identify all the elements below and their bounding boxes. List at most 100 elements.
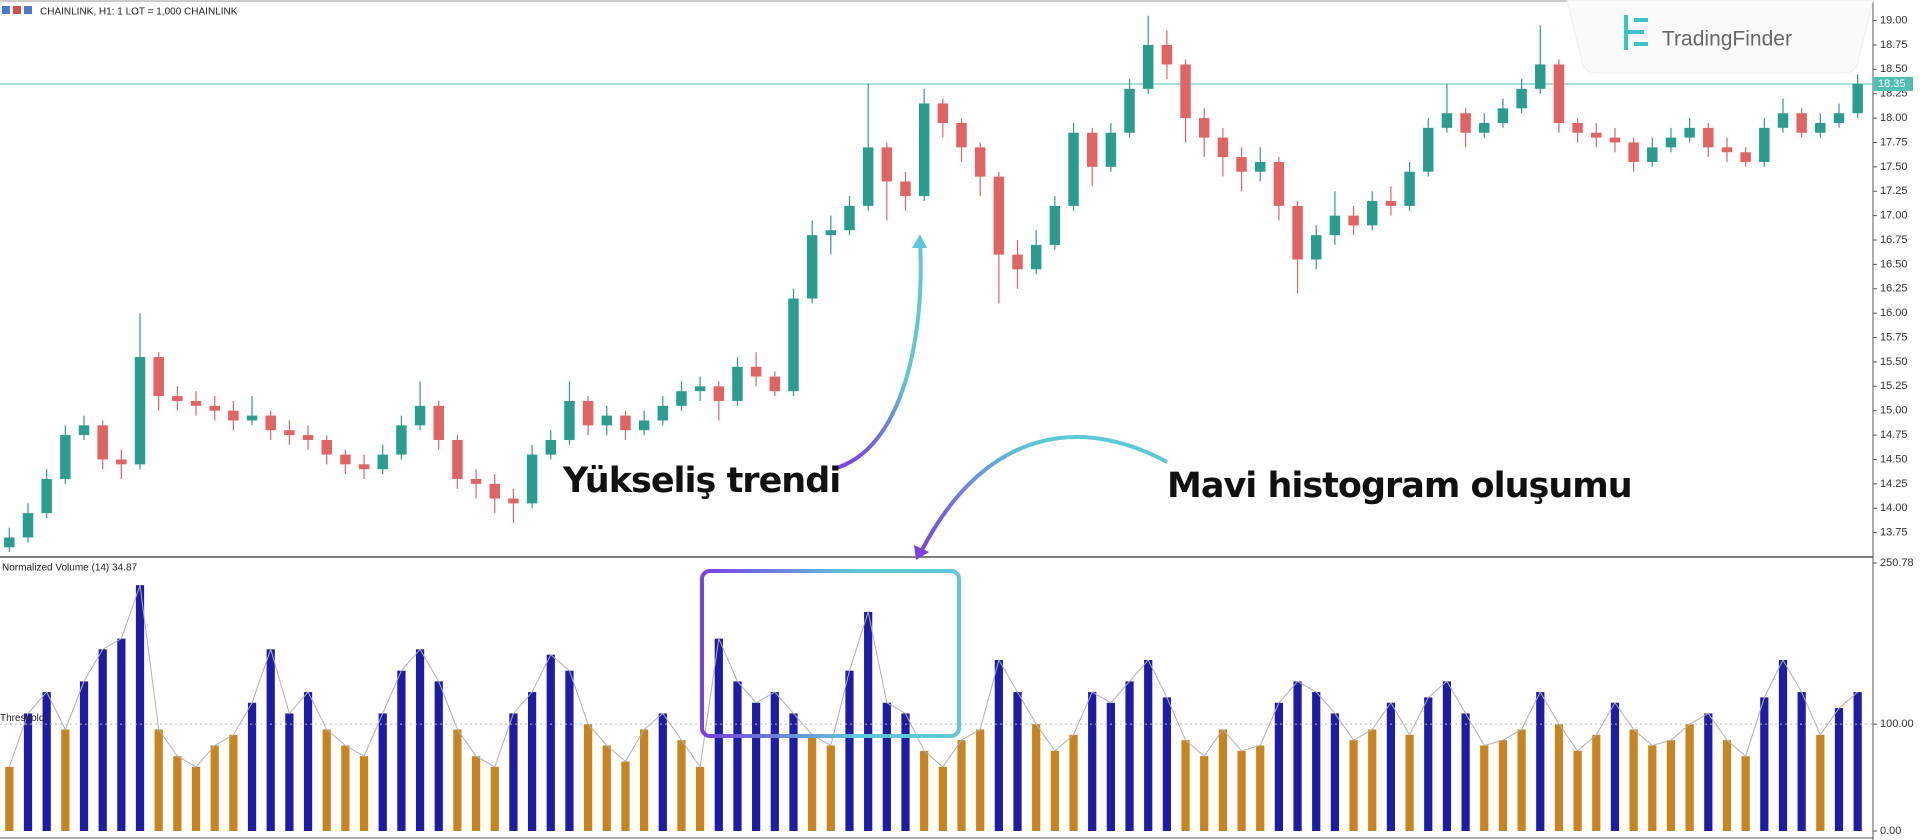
histogram-bar: [1834, 708, 1844, 831]
histogram-bar: [1050, 750, 1059, 831]
candle-body: [246, 415, 258, 421]
y-tick-label: 18.00: [1880, 112, 1908, 124]
histogram-bar: [341, 745, 350, 831]
histogram-bar: [901, 713, 910, 831]
histogram-bar: [434, 681, 443, 831]
histogram-bar: [322, 729, 331, 831]
candle-body: [993, 176, 1005, 255]
candle-body: [825, 230, 837, 236]
histogram-bar: [1088, 692, 1097, 831]
histogram-bar: [621, 761, 630, 831]
arrowhead: [912, 234, 927, 248]
chart-title: CHAINLINK, H1: 1 LOT = 1,000 CHAINLINK: [40, 7, 238, 18]
candle-body: [1236, 157, 1247, 172]
histogram-bar: [1069, 734, 1078, 831]
histogram-bar: [1013, 692, 1022, 831]
annotation: Yükseliş trendi: [562, 461, 840, 501]
histogram-bar: [1760, 697, 1769, 831]
histogram-bar: [509, 713, 518, 831]
candle-body: [844, 205, 855, 231]
histogram-bar: [752, 702, 761, 831]
histogram-bar: [1312, 692, 1321, 831]
candle-body: [265, 415, 276, 431]
candle-body: [1217, 137, 1229, 158]
y-tick-label: 15.00: [1880, 405, 1908, 417]
histogram-bar: [266, 649, 275, 831]
candle-body: [1684, 127, 1695, 138]
histogram-bar: [154, 729, 163, 831]
histogram-bar: [191, 766, 201, 831]
y-tick-label: 14.00: [1880, 502, 1908, 514]
histogram-bar: [882, 702, 891, 831]
y-tick-label: 18.75: [1880, 39, 1908, 51]
candle-body: [377, 454, 388, 470]
y-tick-label: 18.50: [1880, 63, 1908, 75]
candle-body: [1833, 113, 1845, 123]
arrow: [832, 241, 923, 471]
candle-body: [321, 439, 332, 455]
candle-body: [1647, 147, 1658, 162]
histogram-bar: [920, 750, 929, 831]
candle-body: [1311, 235, 1322, 260]
histogram-bar: [808, 734, 817, 831]
volume-line: [8, 585, 1858, 769]
histogram-bar: [1256, 745, 1265, 831]
histogram-bar: [1722, 740, 1732, 831]
histogram-bar: [938, 766, 947, 831]
candle-body: [1348, 215, 1359, 226]
histogram-bar: [415, 649, 425, 831]
histogram-bar: [845, 670, 854, 831]
histogram-bar: [733, 681, 742, 831]
y-tick-label: 17.00: [1880, 210, 1908, 222]
candle-body: [1068, 132, 1079, 206]
y-tick-label: 250.78: [1880, 557, 1914, 569]
histogram-bar: [5, 766, 14, 831]
histogram-bar: [1293, 681, 1302, 831]
histogram-bar: [1648, 745, 1657, 831]
candle-body: [1740, 152, 1751, 162]
candle-body: [582, 400, 594, 426]
candle-body: [358, 464, 370, 470]
candle-body: [97, 425, 108, 460]
y-tick-label: 14.50: [1880, 453, 1908, 465]
histogram-bar: [1032, 724, 1041, 831]
highlight-box: [700, 569, 961, 738]
histogram-bar: [789, 713, 798, 831]
candle-body: [1628, 142, 1639, 162]
histogram-bar: [1386, 702, 1396, 831]
candle-body: [1180, 64, 1191, 119]
candle-body: [1479, 122, 1490, 133]
candle-body: [956, 122, 967, 148]
histogram-bar: [1610, 702, 1620, 831]
y-tick-label: 100.00: [1880, 718, 1914, 730]
candle-body: [1292, 205, 1303, 260]
candle-body: [1049, 205, 1061, 245]
histogram-bar: [1349, 740, 1358, 831]
candle-body: [1796, 113, 1807, 133]
y-tick-label: 16.00: [1880, 307, 1908, 319]
histogram-bar: [135, 585, 145, 831]
candle-body: [433, 405, 444, 440]
histogram-bar: [770, 692, 779, 831]
histogram-bar: [957, 740, 966, 831]
histogram-bar: [1368, 729, 1377, 831]
candle-body: [1535, 64, 1546, 89]
candle-body: [526, 454, 538, 504]
logo-icon: [1624, 15, 1648, 50]
candle-body: [153, 357, 164, 397]
candle-body: [172, 396, 183, 401]
histogram-bar: [1853, 692, 1862, 831]
candle-body: [769, 376, 781, 392]
histogram-bar: [994, 660, 1003, 831]
histogram-bar: [1797, 692, 1806, 831]
histogram-bar: [1442, 681, 1452, 831]
candle-body: [1460, 113, 1471, 133]
candle-body: [881, 147, 893, 182]
y-tick-label: 0.00: [1880, 825, 1901, 837]
annotations: Yükseliş trendi Mavi histogram oluşumu: [562, 234, 1633, 738]
histogram-bar: [546, 654, 555, 831]
histogram-bar: [565, 670, 574, 831]
histogram-bar: [1816, 734, 1825, 831]
histogram-bar: [1461, 713, 1470, 831]
histogram-bar: [247, 702, 257, 831]
